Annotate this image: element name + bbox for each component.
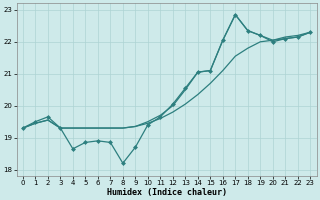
X-axis label: Humidex (Indice chaleur): Humidex (Indice chaleur) xyxy=(107,188,227,197)
